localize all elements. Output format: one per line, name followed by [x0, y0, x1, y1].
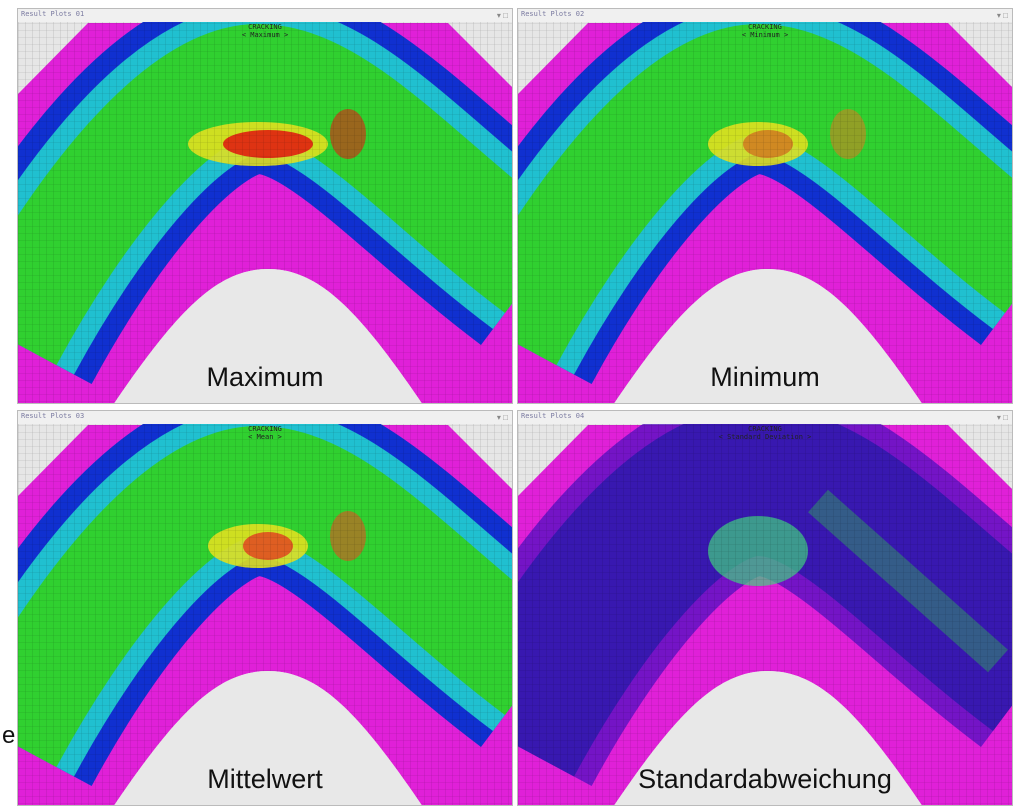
- window-icons: ▾ □: [496, 413, 508, 422]
- panel-title: CRACKING: [748, 23, 782, 31]
- panel-header: Result Plots 03: [21, 412, 85, 420]
- cutout-clean: [614, 269, 922, 403]
- panel-subtitle: < Maximum >: [241, 31, 289, 39]
- panel-label: Mittelwert: [207, 764, 323, 794]
- cutout-clean: [614, 671, 922, 805]
- header-bar: [518, 9, 1012, 22]
- plot-canvas: [18, 411, 512, 805]
- panel-header: Result Plots 01: [21, 10, 85, 18]
- plot-canvas: [18, 9, 512, 403]
- panel-label: Standardabweichung: [638, 764, 892, 794]
- plot-canvas: [518, 411, 1012, 805]
- result-plot-panel: Result Plots 04 CRACKING < Standard Deviat…: [517, 410, 1013, 806]
- window-icons: ▾ □: [996, 11, 1008, 20]
- panel-header: Result Plots 02: [521, 10, 585, 18]
- plot-canvas: [518, 9, 1012, 403]
- window-icons: ▾ □: [996, 413, 1008, 422]
- result-plot-panel: Result Plots 03 CRACKING < Mean > Mittelwer…: [17, 410, 513, 806]
- result-plot-panel: Result Plots 02 CRACKING < Minimum > Minimu…: [517, 8, 1013, 404]
- panel-subtitle: < Minimum >: [741, 31, 789, 39]
- panel-header: Result Plots 04: [521, 412, 585, 420]
- cutout-clean: [114, 671, 422, 805]
- window-icons: ▾ □: [496, 11, 508, 20]
- panel-label: Maximum: [206, 362, 324, 392]
- header-bar: [518, 411, 1012, 424]
- panel-subtitle: < Mean >: [248, 433, 282, 441]
- result-plot-panel: Result Plots 01 CRACKING < Maximum > Maximu…: [17, 8, 513, 404]
- cutout-clean: [114, 269, 422, 403]
- panel-title: CRACKING: [248, 23, 282, 31]
- panel-label: Minimum: [710, 362, 820, 392]
- panel-title: CRACKING: [748, 425, 782, 433]
- header-bar: [18, 9, 512, 22]
- side-fragment: e: [2, 722, 16, 749]
- panel-subtitle: < Standard Deviation >: [718, 433, 812, 441]
- panel-title: CRACKING: [248, 425, 282, 433]
- header-bar: [18, 411, 512, 424]
